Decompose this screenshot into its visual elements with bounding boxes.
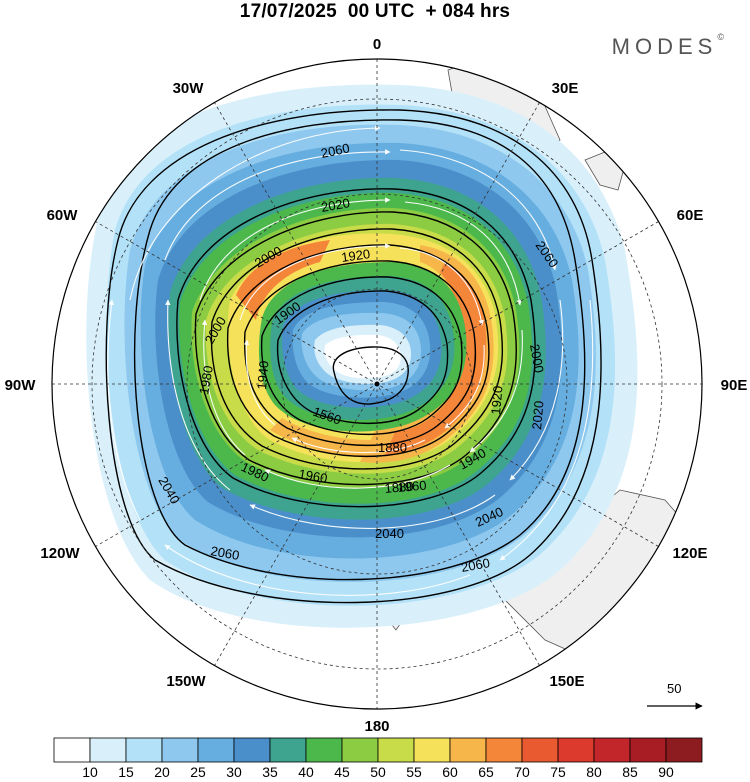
lon-label-180: 180	[364, 718, 389, 735]
colorbar-swatch	[161, 737, 199, 763]
colorbar-swatch	[125, 737, 163, 763]
colorbar-swatch	[305, 737, 343, 763]
colorbar-swatch	[557, 737, 595, 763]
contour-label: 1920	[340, 246, 371, 265]
lon-label-150w: 150W	[166, 673, 206, 690]
brand-name: MODES	[611, 34, 718, 59]
contour-label: 2060	[320, 140, 351, 161]
colorbar-swatch	[341, 737, 379, 763]
colorbar-swatch	[233, 737, 271, 763]
pole-marker	[374, 381, 380, 387]
colorbar-swatch	[269, 737, 307, 763]
colorbar-swatch	[665, 737, 703, 763]
colorbar-swatch	[197, 737, 235, 763]
lon-label-0: 0	[373, 36, 381, 53]
colorbar-tick-label: 85	[622, 764, 638, 780]
contour-label: 2020	[529, 400, 546, 430]
colorbar-tick-label: 55	[406, 764, 422, 780]
chart-title: 17/07/2025 00 UTC + 084 hrs	[239, 1, 511, 22]
lon-label-120e: 120E	[672, 545, 707, 562]
map-boundary	[51, 58, 703, 710]
wind-streamlines	[107, 125, 594, 596]
lon-label-30e: 30E	[552, 80, 579, 97]
colorbar-tick-label: 60	[442, 764, 458, 780]
colorbar-tick-label: 40	[298, 764, 314, 780]
colorbar-swatch	[377, 737, 415, 763]
contour-label: 2040	[375, 526, 404, 541]
reference-vector-label: 50	[667, 681, 681, 696]
contour-label: 2020	[320, 195, 351, 215]
contour-label: 1920	[488, 385, 505, 415]
colorbar-swatch	[53, 737, 91, 763]
colorbar-tick-label: 70	[514, 764, 530, 780]
lon-label-90w: 90W	[5, 377, 37, 394]
contour-label: 2000	[527, 343, 547, 374]
colorbar-tick-label: 35	[262, 764, 278, 780]
colorbar: 10 15 20 25 30 35 40 45 50 55 60 65 70 75 80 85 90	[53, 737, 703, 780]
colorbar-swatch	[521, 737, 559, 763]
colorbar-tick-label: 30	[226, 764, 242, 780]
colorbar-swatch	[629, 737, 667, 763]
colorbar-tick-label: 10	[82, 764, 98, 780]
colorbar-tick-label: 80	[586, 764, 602, 780]
colorbar-tick-label: 50	[370, 764, 386, 780]
lon-label-90e: 90E	[721, 377, 748, 394]
contour-label: 1960	[297, 466, 328, 486]
contour-label: 1880	[384, 479, 414, 496]
contour-label: 1960	[397, 478, 427, 495]
lon-label-30w: 30W	[173, 80, 205, 97]
colorbar-tick-label: 25	[190, 764, 206, 780]
colorbar-tick-label: 15	[118, 764, 134, 780]
lon-label-150e: 150E	[549, 673, 584, 690]
colorbar-tick-label: 75	[550, 764, 566, 780]
contour-label: 2060	[209, 543, 240, 563]
colorbar-tick-label: 45	[334, 764, 350, 780]
colorbar-swatch	[485, 737, 523, 763]
colorbar-swatch	[593, 737, 631, 763]
colorbar-tick-label: 90	[658, 764, 674, 780]
contour-label: 2060	[460, 555, 491, 575]
brand-mark: ©	[717, 32, 724, 42]
contour-label: 1880	[378, 440, 407, 455]
height-contours	[105, 109, 602, 604]
colorbar-tick-label: 65	[478, 764, 494, 780]
colorbar-swatch	[413, 737, 451, 763]
colorbar-swatch	[89, 737, 127, 763]
lon-label-60w: 60W	[47, 207, 79, 224]
lon-label-60e: 60E	[677, 207, 704, 224]
contour-label: 1980	[196, 364, 216, 395]
lon-label-120w: 120W	[40, 545, 80, 562]
contour-label: 1940	[254, 360, 271, 390]
brand-logo: MODES©	[611, 32, 724, 60]
longitude-labels: 0 30E 60E 90E 120E 150E 180 150W 120W 90…	[5, 36, 748, 735]
colorbar-swatch	[449, 737, 487, 763]
reference-vector: 50	[647, 681, 703, 710]
colorbar-tick-label: 20	[154, 764, 170, 780]
